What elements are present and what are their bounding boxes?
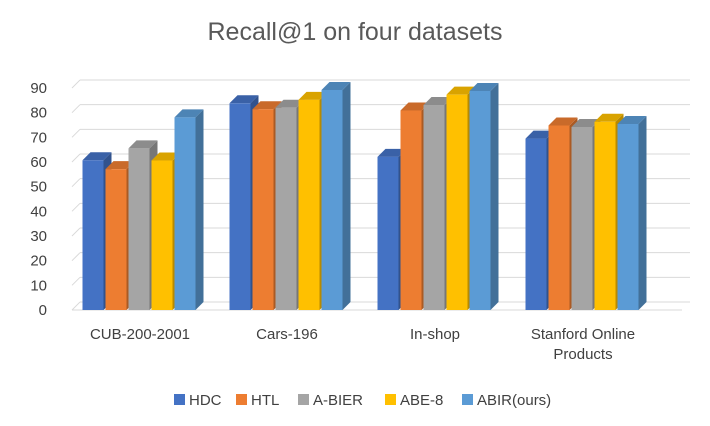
gridline-depth	[71, 128, 81, 138]
bar-front	[128, 148, 150, 310]
bar-top	[229, 95, 259, 104]
bar-top	[105, 161, 135, 170]
bar-top	[525, 130, 555, 139]
gridline-depth	[71, 153, 81, 163]
bar-side	[638, 116, 647, 310]
bar-front	[229, 103, 251, 310]
x-category-label: Cars-196	[256, 326, 318, 343]
y-tick-label: 90	[30, 80, 47, 97]
bar-top	[446, 86, 476, 95]
bar-front	[571, 126, 593, 311]
legend-swatch	[298, 394, 309, 405]
bar-top	[548, 117, 578, 126]
gridline-depth	[71, 104, 81, 114]
y-tick-label: 10	[30, 277, 47, 294]
y-tick-label: 0	[39, 302, 47, 319]
bar-top	[594, 113, 624, 122]
bar-front	[321, 89, 343, 311]
bar-top	[571, 118, 601, 127]
bar-top	[298, 91, 328, 100]
legend-item: ABIR(ours)	[462, 392, 551, 409]
legend-label: ABE-8	[400, 392, 443, 409]
bar-front	[617, 124, 639, 310]
bar-front	[105, 169, 127, 310]
gridline-depth	[71, 227, 81, 237]
y-tick-label: 50	[30, 179, 47, 196]
legend-item: HTL	[236, 392, 279, 409]
category-labels: CUB-200-2001 Cars-196 In-shop Stanford Onli…	[90, 326, 635, 363]
legend-label: ABIR(ours)	[477, 392, 551, 409]
legend-swatch	[385, 394, 396, 405]
bar-front	[423, 105, 445, 311]
bar-top	[377, 148, 407, 157]
y-tick-label: 30	[30, 228, 47, 245]
bar-top	[321, 81, 351, 90]
bar	[469, 82, 499, 311]
legend-swatch	[462, 394, 473, 405]
legend-item: HDC	[174, 392, 222, 409]
bar-front	[548, 125, 570, 310]
bar-front	[298, 99, 320, 310]
gridline-depth	[71, 202, 81, 212]
y-tick-label: 20	[30, 253, 47, 270]
y-tick-label: 40	[30, 203, 47, 220]
bar-top	[151, 152, 181, 161]
bar-side	[490, 82, 499, 311]
bar-side	[195, 109, 204, 310]
legend: HDC HTL A-BIER ABE-8 ABIR(ours)	[174, 392, 551, 409]
bar-top	[82, 152, 112, 161]
bar-top	[275, 99, 305, 108]
bar-front	[82, 160, 104, 310]
gridline-depth	[71, 178, 81, 188]
gridline-depth	[71, 276, 81, 286]
gridline-depth	[71, 301, 81, 311]
bar-front	[525, 138, 547, 310]
x-category-label: CUB-200-2001	[90, 326, 190, 343]
y-tick-label: 60	[30, 154, 47, 171]
legend-label: HTL	[251, 392, 279, 409]
legend-item: ABE-8	[385, 392, 443, 409]
bar-top	[252, 101, 282, 110]
bar-top	[423, 97, 453, 106]
bar-front	[594, 121, 616, 310]
legend-label: A-BIER	[313, 392, 363, 409]
bar-top	[400, 102, 430, 111]
bar-side	[342, 81, 351, 311]
bar-top	[617, 116, 647, 125]
y-tick-label: 70	[30, 129, 47, 146]
bar-top	[128, 140, 158, 149]
bar-front	[252, 109, 274, 310]
bar	[617, 116, 647, 310]
bar-front	[275, 107, 297, 310]
y-axis-ticks: 0 10 20 30 40 50 60 70 80 90	[30, 80, 47, 319]
bar-top	[469, 82, 499, 91]
bar	[321, 81, 351, 311]
legend-swatch	[174, 394, 185, 405]
bar-front	[400, 110, 422, 311]
x-category-label: In-shop	[410, 326, 460, 343]
legend-swatch	[236, 394, 247, 405]
bars	[82, 81, 647, 311]
bar-front	[446, 94, 468, 310]
bar-front	[174, 117, 196, 310]
gridline-depth	[71, 252, 81, 262]
bar-front	[469, 90, 491, 311]
legend-item: A-BIER	[298, 392, 363, 409]
x-category-label: Stanford Online Products	[531, 326, 635, 363]
chart-title: Recall@1 on four datasets	[208, 18, 503, 46]
y-tick-label: 80	[30, 105, 47, 122]
bar-front	[377, 156, 399, 310]
gridline-depth	[71, 79, 81, 89]
bar-front	[151, 160, 173, 310]
bar	[174, 109, 204, 310]
legend-label: HDC	[189, 392, 222, 409]
bar-top	[174, 109, 204, 118]
